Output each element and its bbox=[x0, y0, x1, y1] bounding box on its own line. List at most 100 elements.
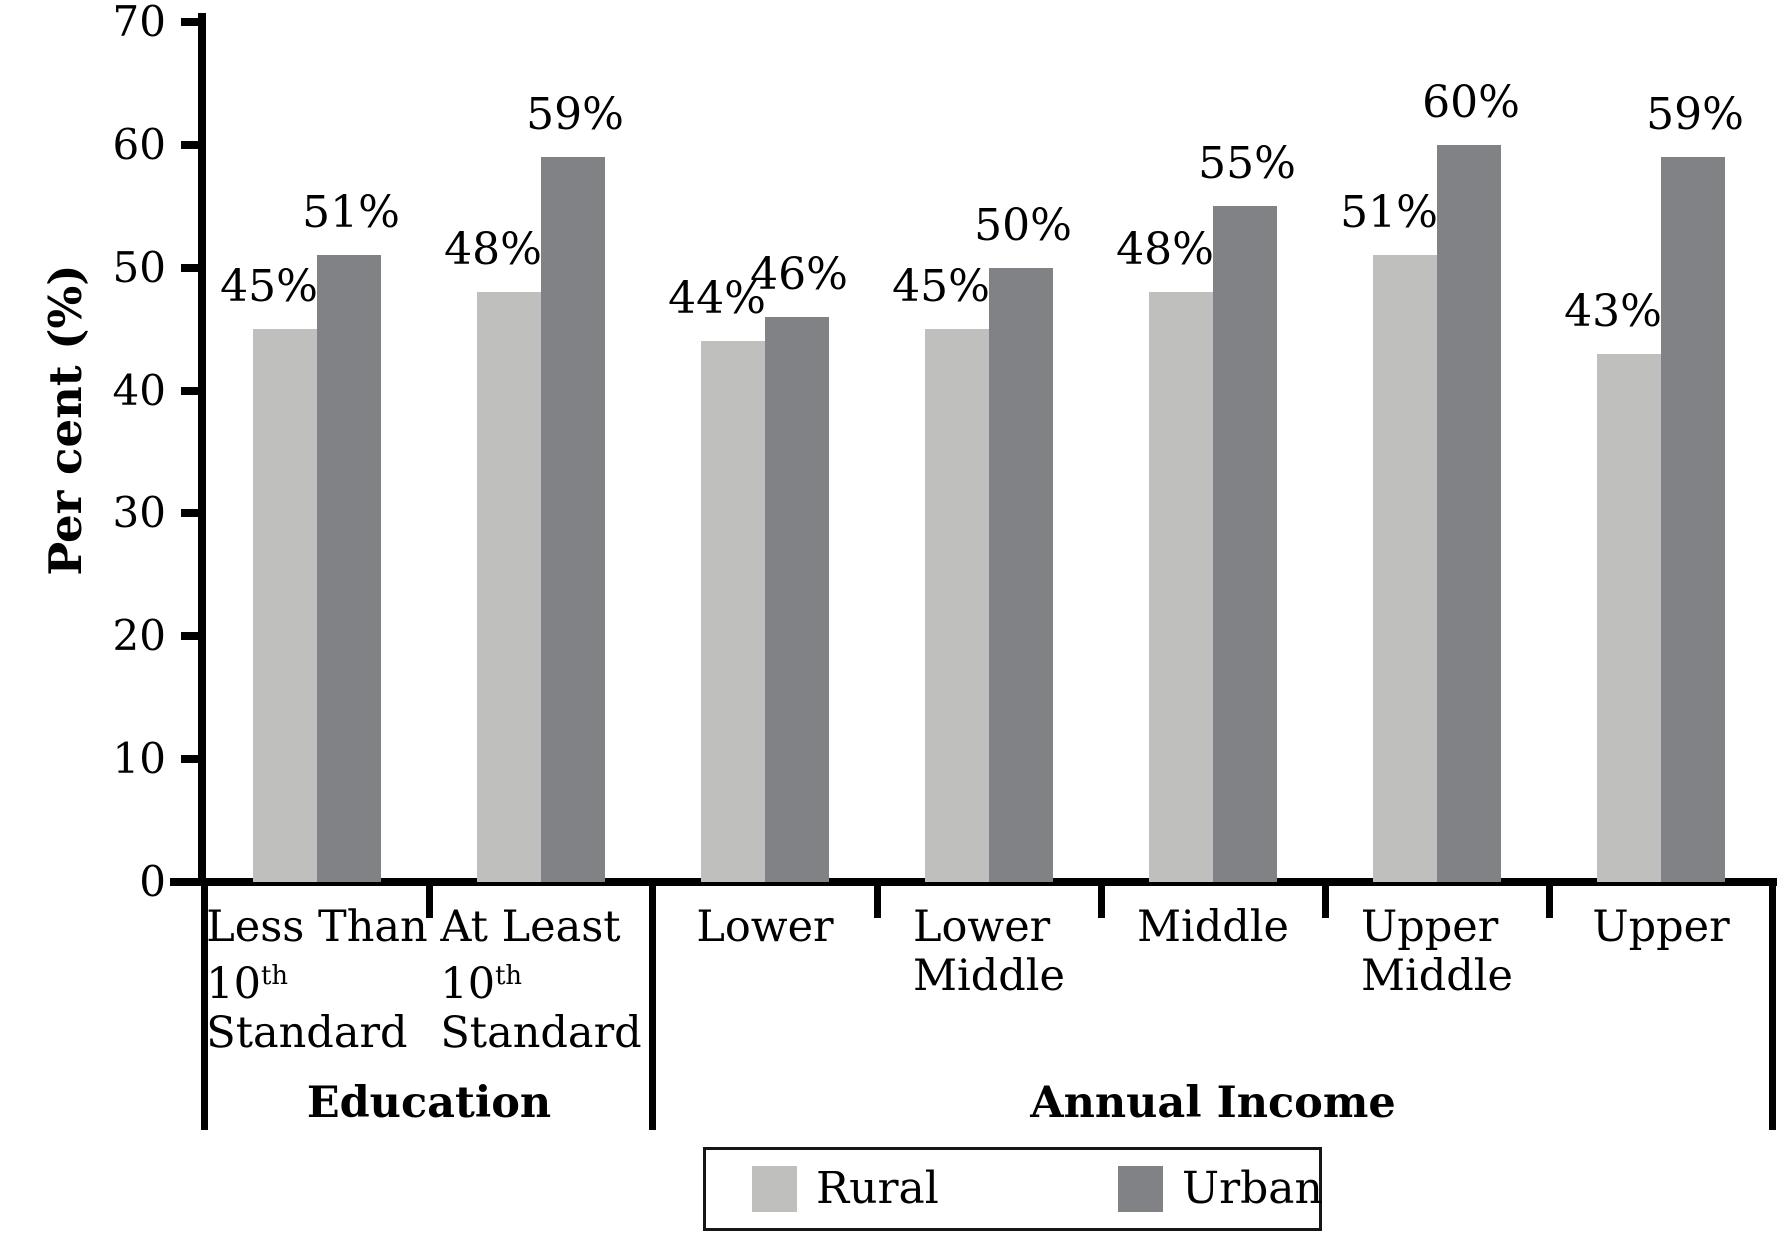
legend-label: Urban bbox=[1182, 1163, 1323, 1214]
urban-bar bbox=[541, 157, 605, 882]
bar-value-label: 59% bbox=[526, 89, 624, 141]
y-tick bbox=[181, 263, 203, 272]
y-tick bbox=[181, 878, 203, 886]
label-text: Lower bbox=[696, 902, 834, 952]
label-text: Standard bbox=[440, 1008, 642, 1059]
y-tick bbox=[181, 140, 203, 149]
legend-item: Urban bbox=[1118, 1150, 1323, 1228]
category-label: Less Than 10th Standard bbox=[205, 903, 429, 1058]
category-label: Middle bbox=[1101, 903, 1325, 952]
group-separator-line bbox=[201, 882, 208, 1130]
group-label: Education bbox=[306, 1078, 552, 1128]
bar-value-label: 48% bbox=[444, 224, 542, 276]
label-text: 10 bbox=[440, 959, 496, 1010]
rural-bar bbox=[925, 329, 989, 882]
category-label: Upper bbox=[1549, 903, 1773, 952]
y-tick bbox=[181, 18, 203, 26]
bar-value-label: 44% bbox=[668, 273, 766, 325]
label-text: At Least bbox=[440, 902, 621, 952]
category-label-line: Upper bbox=[1361, 903, 1513, 952]
y-tick-label: 0 bbox=[139, 857, 166, 906]
bar-value-label: 43% bbox=[1564, 285, 1662, 337]
label-text: Middle bbox=[912, 951, 1066, 1001]
category-label-line: Middle bbox=[913, 952, 1065, 1001]
category-tick bbox=[1322, 886, 1329, 918]
y-tick-label: 30 bbox=[112, 488, 166, 538]
bar-value-label: 45% bbox=[892, 261, 990, 313]
label-text: Lower bbox=[912, 902, 1051, 952]
category-label: Lower Middle bbox=[877, 903, 1101, 1001]
label-text: Upper bbox=[1360, 902, 1499, 952]
label-text: Middle bbox=[1360, 951, 1514, 1001]
urban-swatch bbox=[1118, 1166, 1163, 1212]
category-label-line: 10th bbox=[206, 952, 428, 1009]
category-tick bbox=[426, 886, 433, 918]
bar-value-label: 51% bbox=[302, 187, 400, 239]
category-label: At Least 10th Standard bbox=[429, 903, 653, 1058]
category-label-text: Lower Middle bbox=[913, 903, 1065, 1001]
bar-value-label: 48% bbox=[1116, 224, 1214, 276]
category-tick bbox=[874, 886, 881, 918]
y-tick-label: 70 bbox=[112, 0, 166, 46]
y-tick bbox=[181, 632, 203, 641]
legend-label: Rural bbox=[816, 1163, 939, 1214]
rural-bar bbox=[253, 329, 317, 882]
bar-value-label: 60% bbox=[1422, 76, 1520, 128]
category-label: Lower bbox=[653, 903, 877, 952]
rural-bar bbox=[1149, 292, 1213, 882]
category-label-line: Middle bbox=[1361, 952, 1513, 1001]
label-text: Upper bbox=[1592, 902, 1730, 952]
label-text: Less Than bbox=[206, 902, 428, 952]
category-label-line: 10th bbox=[440, 952, 641, 1009]
superscript-text: th bbox=[260, 961, 288, 991]
y-tick bbox=[181, 386, 203, 395]
category-label-line: Lower bbox=[913, 903, 1065, 952]
category-label-text: Upper bbox=[1592, 903, 1729, 952]
urban-bar bbox=[317, 255, 381, 882]
bar-value-label: 50% bbox=[974, 199, 1072, 251]
label-text: Standard bbox=[206, 1008, 408, 1059]
category-label-line: Less Than bbox=[206, 903, 428, 952]
y-tick-label: 10 bbox=[112, 734, 166, 784]
bar-value-label: 45% bbox=[220, 261, 318, 313]
category-label-text: Middle bbox=[1137, 903, 1289, 952]
category-label-line: Standard bbox=[206, 1009, 428, 1058]
bar-value-label: 55% bbox=[1198, 138, 1296, 190]
rural-swatch bbox=[752, 1166, 797, 1212]
y-tick-label: 50 bbox=[112, 242, 166, 292]
category-label-line: Lower bbox=[696, 903, 833, 952]
rural-bar bbox=[477, 292, 541, 882]
group-separator-line bbox=[649, 882, 656, 1130]
category-label-text: Less Than 10th Standard bbox=[206, 903, 428, 1058]
x-axis-line bbox=[170, 878, 1777, 886]
group-separator-line bbox=[1769, 882, 1776, 1130]
category-label-text: At Least 10th Standard bbox=[440, 903, 641, 1058]
category-tick bbox=[1546, 886, 1553, 918]
category-label-line: Middle bbox=[1137, 903, 1289, 952]
category-label-line: Standard bbox=[440, 1009, 641, 1058]
label-text: Middle bbox=[1136, 902, 1290, 952]
legend-item: Rural bbox=[752, 1150, 939, 1228]
bar-value-label: 59% bbox=[1646, 89, 1744, 141]
urban-bar bbox=[1213, 206, 1277, 882]
y-axis-line bbox=[198, 13, 206, 886]
rural-bar bbox=[1597, 353, 1661, 882]
category-tick bbox=[1098, 886, 1105, 918]
category-label-line: At Least bbox=[440, 903, 641, 952]
bar-value-label: 51% bbox=[1340, 187, 1438, 239]
category-label: Upper Middle bbox=[1325, 903, 1549, 1001]
category-label-text: Lower bbox=[696, 903, 833, 952]
urban-bar bbox=[989, 267, 1053, 882]
y-tick-label: 60 bbox=[112, 119, 166, 169]
urban-bar bbox=[1437, 144, 1501, 882]
y-tick-label: 20 bbox=[112, 611, 166, 661]
rural-bar bbox=[701, 341, 765, 882]
y-tick bbox=[181, 755, 203, 764]
legend: Rural Urban bbox=[703, 1147, 1323, 1231]
bar-value-label: 46% bbox=[750, 248, 848, 300]
superscript-text: th bbox=[495, 961, 523, 991]
category-label-text: Upper Middle bbox=[1361, 903, 1513, 1001]
urban-bar bbox=[765, 316, 829, 882]
